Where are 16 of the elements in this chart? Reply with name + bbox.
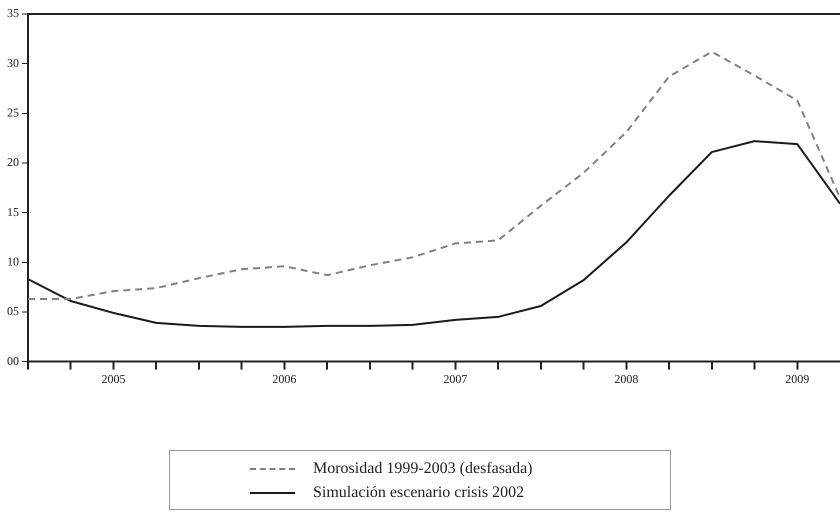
- y-tick-label: 10: [7, 254, 19, 268]
- y-tick-label: 05: [7, 304, 19, 318]
- x-tick-label: 2005: [101, 372, 126, 386]
- x-tick-label: 2007: [443, 372, 468, 386]
- y-tick-label: 30: [7, 56, 19, 70]
- line-series: [28, 50, 840, 300]
- legend-label: Simulación escenario crisis 2002: [313, 484, 524, 502]
- y-tick-label: 20: [7, 155, 19, 170]
- x-tick-label: 2008: [614, 372, 638, 386]
- y-tick-label: 35: [7, 6, 19, 20]
- x-tick-label: 2009: [785, 372, 810, 386]
- legend-label: Morosidad 1999-2003 (desfasada): [313, 460, 532, 478]
- y-tick-label: 25: [7, 105, 19, 120]
- y-tick-label: 15: [7, 204, 19, 219]
- y-tick-label: 00: [7, 354, 19, 368]
- x-tick-label: 2006: [272, 372, 296, 386]
